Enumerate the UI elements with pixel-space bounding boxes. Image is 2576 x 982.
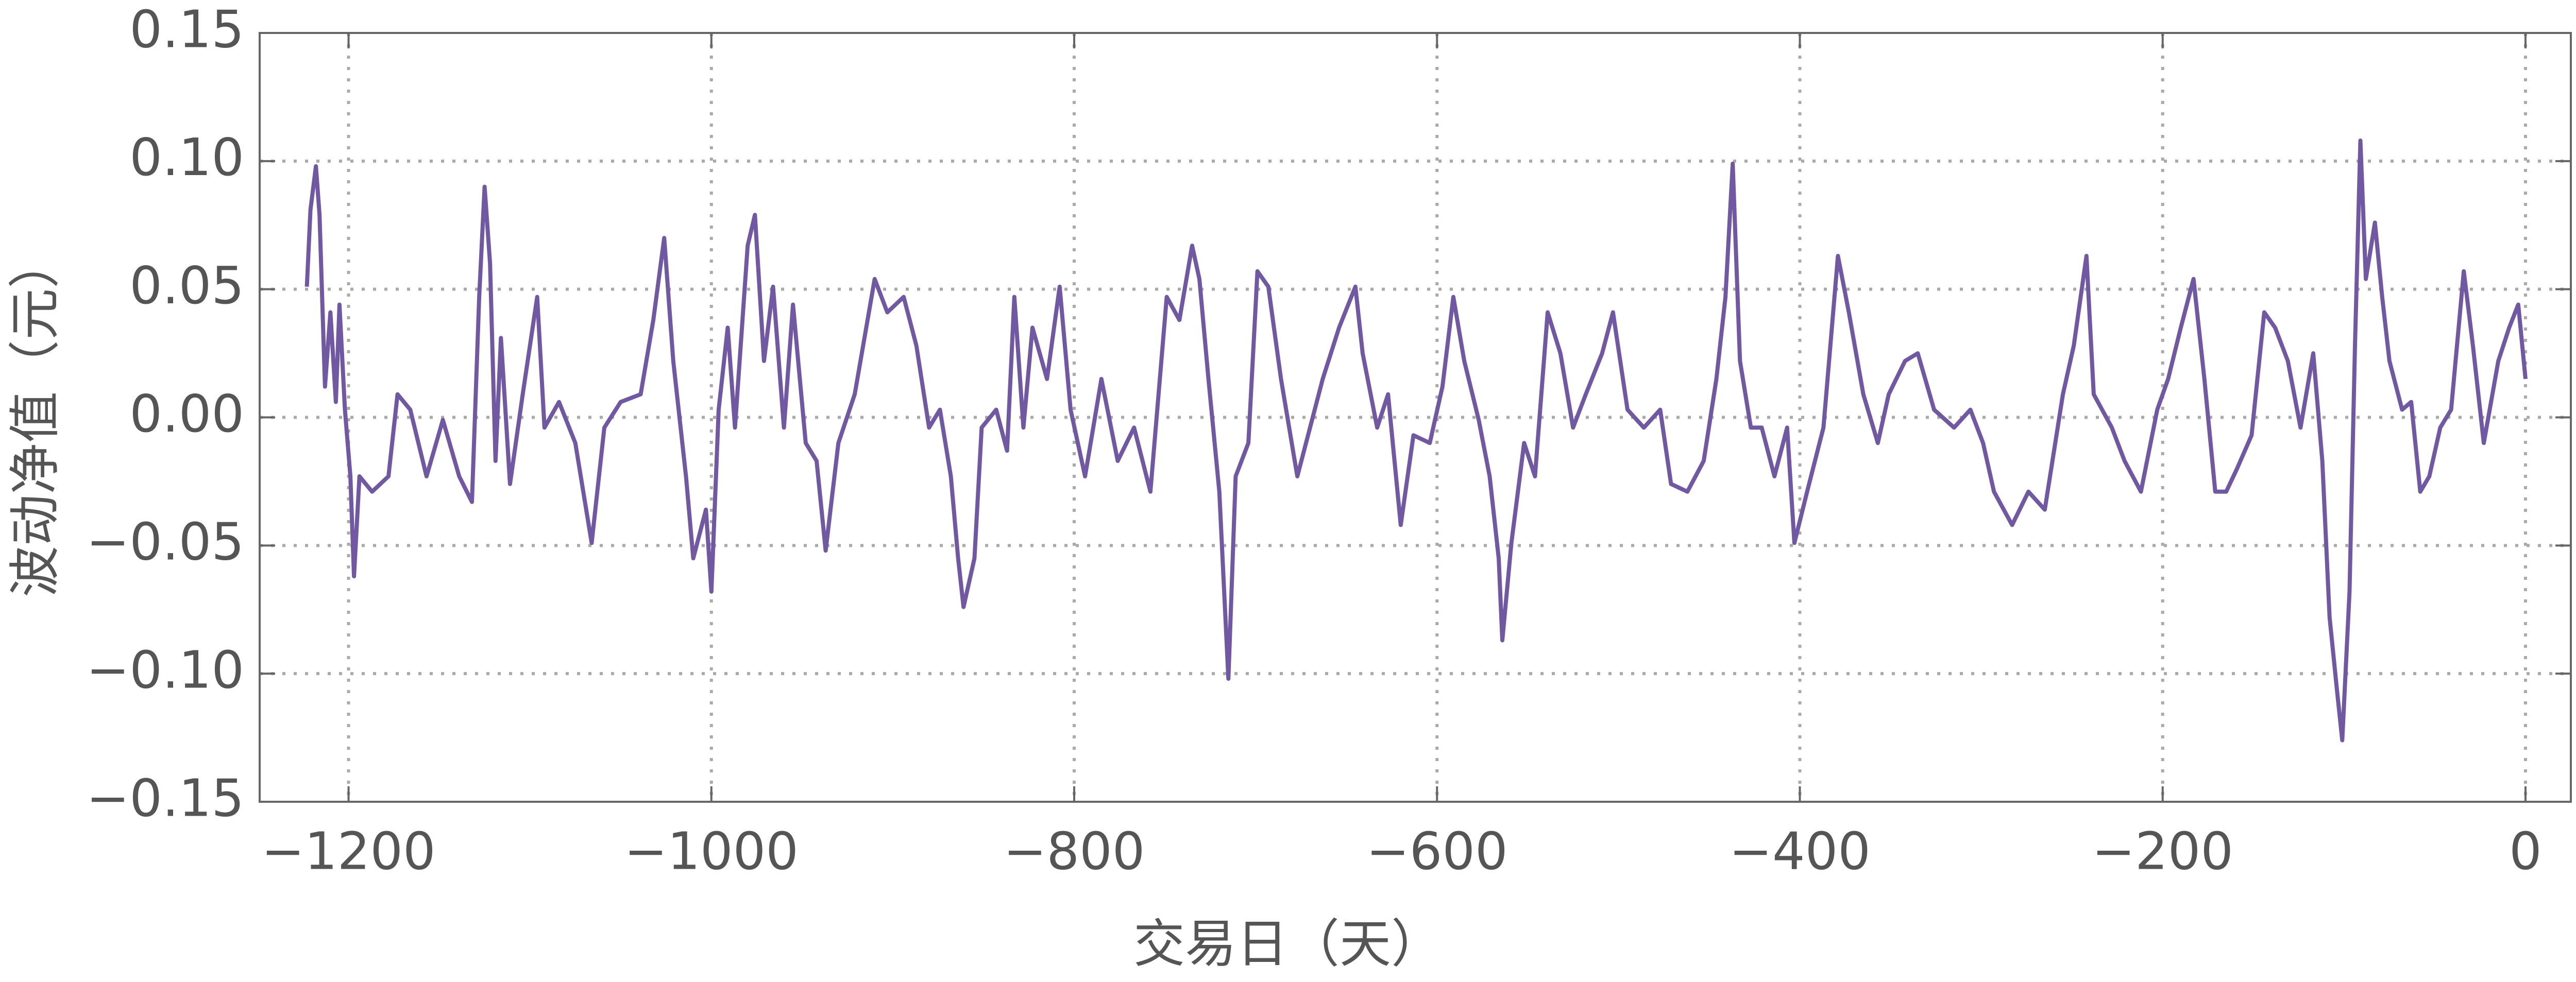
y-tick-label: 0.00 xyxy=(129,384,244,444)
y-tick-label: −0.15 xyxy=(87,768,244,828)
x-tick-label: 0 xyxy=(2509,821,2542,881)
y-tick-label: 0.15 xyxy=(129,0,244,59)
y-tick-label: −0.10 xyxy=(87,640,244,700)
y-tick-label: 0.05 xyxy=(129,255,244,316)
y-axis-label: 波动净值（元） xyxy=(5,237,65,597)
y-tick-label: 0.10 xyxy=(129,127,244,187)
plot-frame xyxy=(259,32,2572,803)
x-tick-label: −200 xyxy=(2092,821,2233,881)
data-line xyxy=(304,139,2528,743)
x-tick-label: −600 xyxy=(1366,821,1508,881)
x-tick-label: −800 xyxy=(1004,821,1145,881)
x-tick-label: −1000 xyxy=(624,821,799,881)
x-tick-label: −400 xyxy=(1729,821,1871,881)
y-tick-label: −0.05 xyxy=(87,512,244,572)
x-axis-label: 交易日（天） xyxy=(1133,914,1443,974)
x-tick-label: −1200 xyxy=(261,821,435,881)
